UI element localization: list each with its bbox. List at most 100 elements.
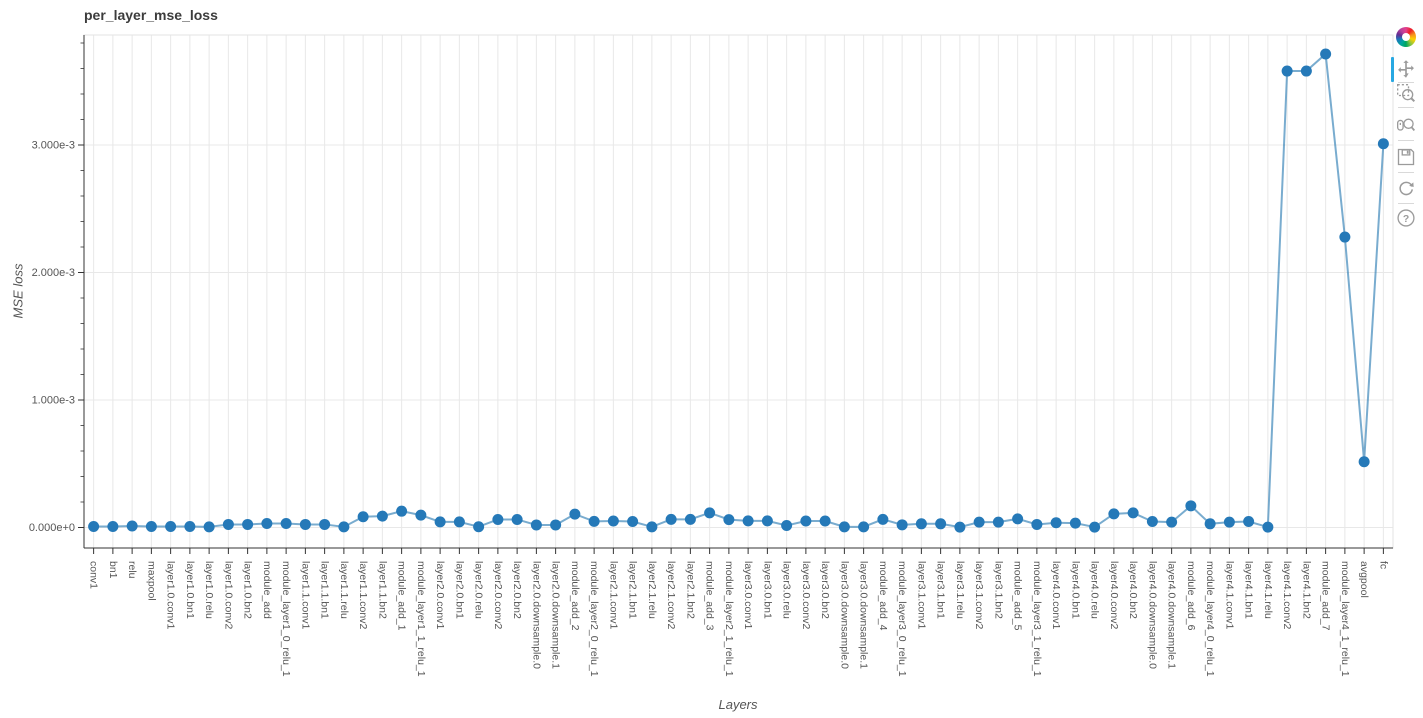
data-point[interactable] bbox=[88, 520, 100, 532]
data-point[interactable] bbox=[992, 516, 1004, 528]
x-tick-label: module_layer3_1_relu_1 bbox=[1031, 561, 1043, 677]
bokeh-logo-link[interactable] bbox=[1396, 27, 1416, 47]
series-line bbox=[93, 51, 1385, 529]
data-point[interactable] bbox=[1108, 508, 1120, 520]
y-tick-label: 1.000e-3 bbox=[32, 395, 75, 407]
data-point[interactable] bbox=[1089, 521, 1101, 533]
data-point[interactable] bbox=[1377, 138, 1389, 150]
data-point[interactable] bbox=[126, 520, 138, 532]
data-point[interactable] bbox=[1069, 517, 1081, 529]
data-point[interactable] bbox=[1223, 516, 1235, 528]
data-point[interactable] bbox=[954, 521, 966, 533]
data-point[interactable] bbox=[723, 514, 735, 526]
data-point[interactable] bbox=[107, 520, 119, 532]
data-point[interactable] bbox=[165, 520, 177, 532]
data-point[interactable] bbox=[627, 516, 639, 528]
x-tick-label: layer4.0.relu bbox=[1089, 561, 1101, 619]
data-point[interactable] bbox=[858, 521, 870, 533]
x-tick-label: module_add_6 bbox=[1185, 561, 1197, 631]
wheel-zoom-tool-button[interactable] bbox=[1396, 115, 1416, 135]
data-point[interactable] bbox=[665, 513, 677, 525]
x-tick-label: layer3.1.bn2 bbox=[992, 561, 1004, 619]
data-point[interactable] bbox=[1262, 521, 1274, 533]
x-tick-label: module_add_5 bbox=[1012, 561, 1024, 631]
reset-tool-button[interactable] bbox=[1396, 178, 1416, 198]
x-tick-label: layer1.0.bn2 bbox=[242, 561, 254, 619]
data-point[interactable] bbox=[607, 515, 619, 527]
x-tick-label: layer4.1.bn1 bbox=[1243, 561, 1255, 619]
x-tick-label: layer4.0.conv1 bbox=[1050, 561, 1062, 629]
data-point[interactable] bbox=[280, 518, 292, 530]
x-tick-label: layer3.1.conv1 bbox=[915, 561, 927, 629]
x-tick-label: layer2.0.downsample.1 bbox=[550, 561, 562, 669]
data-point[interactable] bbox=[761, 515, 773, 527]
data-point[interactable] bbox=[473, 521, 485, 533]
data-point[interactable] bbox=[184, 520, 196, 532]
save-icon bbox=[1397, 148, 1415, 166]
pan-tool-button[interactable] bbox=[1396, 59, 1416, 79]
data-point[interactable] bbox=[261, 518, 273, 530]
x-tick-label: module_layer2_0_relu_1 bbox=[588, 561, 600, 677]
data-point[interactable] bbox=[1012, 513, 1024, 525]
data-point[interactable] bbox=[800, 515, 812, 527]
data-point[interactable] bbox=[319, 518, 331, 530]
data-point[interactable] bbox=[1146, 516, 1158, 528]
data-point[interactable] bbox=[453, 516, 465, 528]
data-point[interactable] bbox=[1320, 48, 1332, 60]
x-tick-label: module_layer4_1_relu_1 bbox=[1339, 561, 1351, 677]
data-point[interactable] bbox=[1300, 65, 1312, 77]
data-point[interactable] bbox=[1185, 500, 1197, 512]
data-point[interactable] bbox=[646, 521, 658, 533]
data-point[interactable] bbox=[1358, 456, 1370, 468]
data-point[interactable] bbox=[338, 521, 350, 533]
data-point[interactable] bbox=[530, 519, 542, 531]
data-point[interactable] bbox=[684, 513, 696, 525]
data-point[interactable] bbox=[896, 519, 908, 531]
x-tick-label: module_layer1_1_relu_1 bbox=[415, 561, 427, 677]
data-point[interactable] bbox=[396, 505, 408, 517]
x-tick-label: module_add_7 bbox=[1320, 561, 1332, 631]
data-point[interactable] bbox=[915, 518, 927, 530]
data-point[interactable] bbox=[588, 515, 600, 527]
data-point[interactable] bbox=[1281, 65, 1293, 77]
data-point[interactable] bbox=[1050, 517, 1062, 529]
data-point[interactable] bbox=[203, 521, 215, 533]
x-axis-label: Layers bbox=[718, 697, 758, 712]
data-point[interactable] bbox=[492, 513, 504, 525]
toolbar-divider bbox=[1398, 172, 1414, 173]
help-tool-button[interactable]: ? bbox=[1396, 208, 1416, 228]
x-tick-label: layer2.0.downsample.0 bbox=[530, 561, 542, 669]
data-point[interactable] bbox=[415, 509, 427, 521]
data-point[interactable] bbox=[222, 518, 234, 530]
data-point[interactable] bbox=[299, 518, 311, 530]
save-tool-button[interactable] bbox=[1396, 147, 1416, 167]
y-tick-label: 0.000e+0 bbox=[29, 522, 75, 534]
data-point[interactable] bbox=[781, 519, 793, 531]
data-point[interactable] bbox=[742, 515, 754, 527]
data-point[interactable] bbox=[973, 516, 985, 528]
x-tick-label: layer4.0.conv2 bbox=[1108, 561, 1120, 629]
data-point[interactable] bbox=[935, 518, 947, 530]
data-point[interactable] bbox=[569, 508, 581, 520]
data-point[interactable] bbox=[145, 520, 157, 532]
data-point[interactable] bbox=[1243, 516, 1255, 528]
data-point[interactable] bbox=[1166, 516, 1178, 528]
data-point[interactable] bbox=[877, 513, 889, 525]
data-point[interactable] bbox=[704, 507, 716, 519]
data-point[interactable] bbox=[434, 516, 446, 528]
data-point[interactable] bbox=[242, 518, 254, 530]
data-point[interactable] bbox=[819, 515, 831, 527]
data-point[interactable] bbox=[357, 511, 369, 523]
reset-icon bbox=[1399, 181, 1414, 196]
data-point[interactable] bbox=[511, 513, 523, 525]
data-point[interactable] bbox=[550, 519, 562, 531]
data-point[interactable] bbox=[838, 521, 850, 533]
data-point[interactable] bbox=[1339, 231, 1351, 243]
data-point[interactable] bbox=[1031, 518, 1043, 530]
data-point[interactable] bbox=[1127, 507, 1139, 519]
data-point[interactable] bbox=[1204, 518, 1216, 530]
x-tick-label: layer3.1.bn1 bbox=[935, 561, 947, 619]
box-zoom-tool-button[interactable] bbox=[1396, 83, 1416, 103]
data-point[interactable] bbox=[376, 510, 388, 522]
